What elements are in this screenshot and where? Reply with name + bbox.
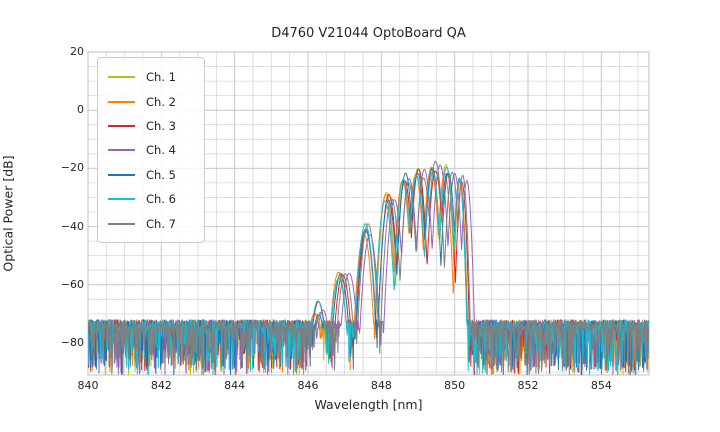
legend-item-label: Ch. 6 <box>146 192 176 207</box>
legend-item-5: Ch. 5 <box>108 163 194 187</box>
legend-line-swatch <box>108 173 135 176</box>
y-tick-label: −20 <box>60 161 84 175</box>
legend-item-2: Ch. 2 <box>108 89 194 113</box>
x-tick-label: 850 <box>444 379 466 392</box>
x-tick-label: 842 <box>150 379 172 392</box>
x-tick-label: 840 <box>77 379 99 392</box>
legend-item-3: Ch. 3 <box>108 114 194 138</box>
legend-item-label: Ch. 4 <box>146 143 176 158</box>
y-tick-label: −40 <box>60 219 84 233</box>
legend-item-label: Ch. 2 <box>146 94 176 109</box>
y-tick-label: −60 <box>60 277 84 291</box>
legend-line-swatch <box>108 222 135 225</box>
legend-item-label: Ch. 5 <box>146 167 176 182</box>
legend-line-swatch <box>108 149 135 152</box>
trace-ch-7 <box>88 160 649 375</box>
legend-line-swatch <box>108 76 135 79</box>
x-tick-label: 844 <box>224 379 246 392</box>
channel-traces <box>88 160 649 375</box>
legend-item-label: Ch. 7 <box>146 216 176 231</box>
y-tick-label: 20 <box>70 45 84 58</box>
legend: Ch. 1 Ch. 2 Ch. 3 Ch. 4 Ch. 5 Ch. 6 Ch. 7 <box>97 57 205 243</box>
plot-border <box>87 51 650 376</box>
legend-item-1: Ch. 1 <box>108 65 194 89</box>
y-tick-label: 0 <box>77 103 84 117</box>
legend-item-6: Ch. 6 <box>108 187 194 211</box>
legend-item-7: Ch. 7 <box>108 211 194 235</box>
x-tick-label: 848 <box>370 379 392 392</box>
y-axis-label: Optical Power [dB] <box>0 155 16 272</box>
legend-item-label: Ch. 3 <box>146 118 176 133</box>
x-tick-label: 846 <box>297 379 319 392</box>
legend-item-label: Ch. 1 <box>146 70 176 85</box>
x-axis-label: Wavelength [nm] <box>314 397 423 412</box>
legend-line-swatch <box>108 100 135 103</box>
x-tick-label: 852 <box>517 379 539 392</box>
x-tick-label: 854 <box>590 379 612 392</box>
legend-item-4: Ch. 4 <box>108 138 194 162</box>
legend-line-swatch <box>108 124 135 127</box>
y-tick-label: −80 <box>60 335 84 349</box>
legend-line-swatch <box>108 198 135 201</box>
chart-title: D4760 V21044 OptoBoard QA <box>271 26 466 41</box>
